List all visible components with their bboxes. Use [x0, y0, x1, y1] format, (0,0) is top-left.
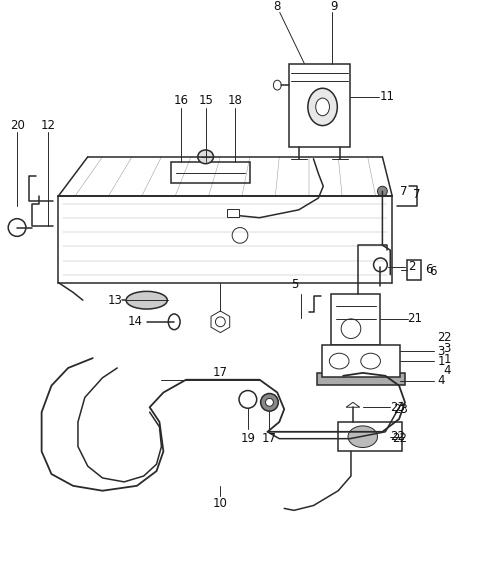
Ellipse shape	[361, 353, 381, 369]
Text: 10: 10	[213, 497, 228, 510]
Text: 22: 22	[393, 432, 408, 445]
Text: 15: 15	[198, 94, 213, 108]
Circle shape	[8, 218, 26, 236]
Text: 18: 18	[228, 94, 242, 108]
FancyBboxPatch shape	[171, 162, 250, 183]
Text: 5: 5	[291, 278, 299, 291]
Text: 8: 8	[273, 0, 280, 13]
Text: 23: 23	[393, 403, 408, 416]
Circle shape	[265, 398, 274, 406]
FancyBboxPatch shape	[322, 345, 400, 377]
Circle shape	[261, 394, 278, 411]
FancyBboxPatch shape	[317, 373, 405, 385]
Text: 1: 1	[438, 354, 445, 368]
Ellipse shape	[198, 150, 214, 164]
Ellipse shape	[329, 353, 349, 369]
Text: 7: 7	[413, 188, 420, 201]
Text: 14: 14	[127, 315, 143, 328]
Text: 19: 19	[240, 432, 255, 445]
Text: 3: 3	[444, 342, 451, 355]
Text: 4: 4	[438, 374, 445, 387]
Ellipse shape	[168, 314, 180, 329]
Text: 9: 9	[330, 0, 337, 13]
Text: 16: 16	[174, 94, 189, 108]
Text: 11: 11	[380, 90, 395, 104]
Text: 2: 2	[408, 260, 416, 273]
Circle shape	[239, 390, 257, 408]
Ellipse shape	[348, 426, 377, 447]
Ellipse shape	[308, 88, 337, 126]
Circle shape	[232, 228, 248, 243]
Text: 17: 17	[213, 366, 228, 380]
Text: 1: 1	[444, 353, 451, 366]
Text: 6: 6	[429, 265, 436, 278]
Text: 7: 7	[400, 185, 408, 197]
Text: 23: 23	[390, 401, 405, 414]
FancyBboxPatch shape	[331, 294, 381, 345]
Text: 22: 22	[390, 430, 405, 443]
Circle shape	[341, 319, 361, 339]
Text: 4: 4	[444, 364, 451, 377]
Text: 21: 21	[408, 312, 422, 325]
Circle shape	[377, 186, 387, 196]
Ellipse shape	[274, 80, 281, 90]
Ellipse shape	[316, 98, 329, 116]
Polygon shape	[346, 402, 360, 407]
FancyBboxPatch shape	[407, 260, 420, 279]
Text: 2: 2	[444, 331, 451, 344]
FancyBboxPatch shape	[338, 422, 402, 451]
Text: 13: 13	[108, 294, 123, 307]
FancyBboxPatch shape	[227, 209, 239, 217]
Text: 17: 17	[262, 432, 277, 445]
Circle shape	[216, 317, 225, 327]
FancyBboxPatch shape	[289, 64, 350, 147]
Text: 20: 20	[10, 119, 24, 132]
Ellipse shape	[126, 291, 168, 309]
Text: 12: 12	[41, 119, 56, 132]
Circle shape	[373, 258, 387, 272]
Text: 6: 6	[425, 263, 432, 277]
Text: 2: 2	[438, 331, 445, 344]
Text: 3: 3	[438, 345, 445, 358]
